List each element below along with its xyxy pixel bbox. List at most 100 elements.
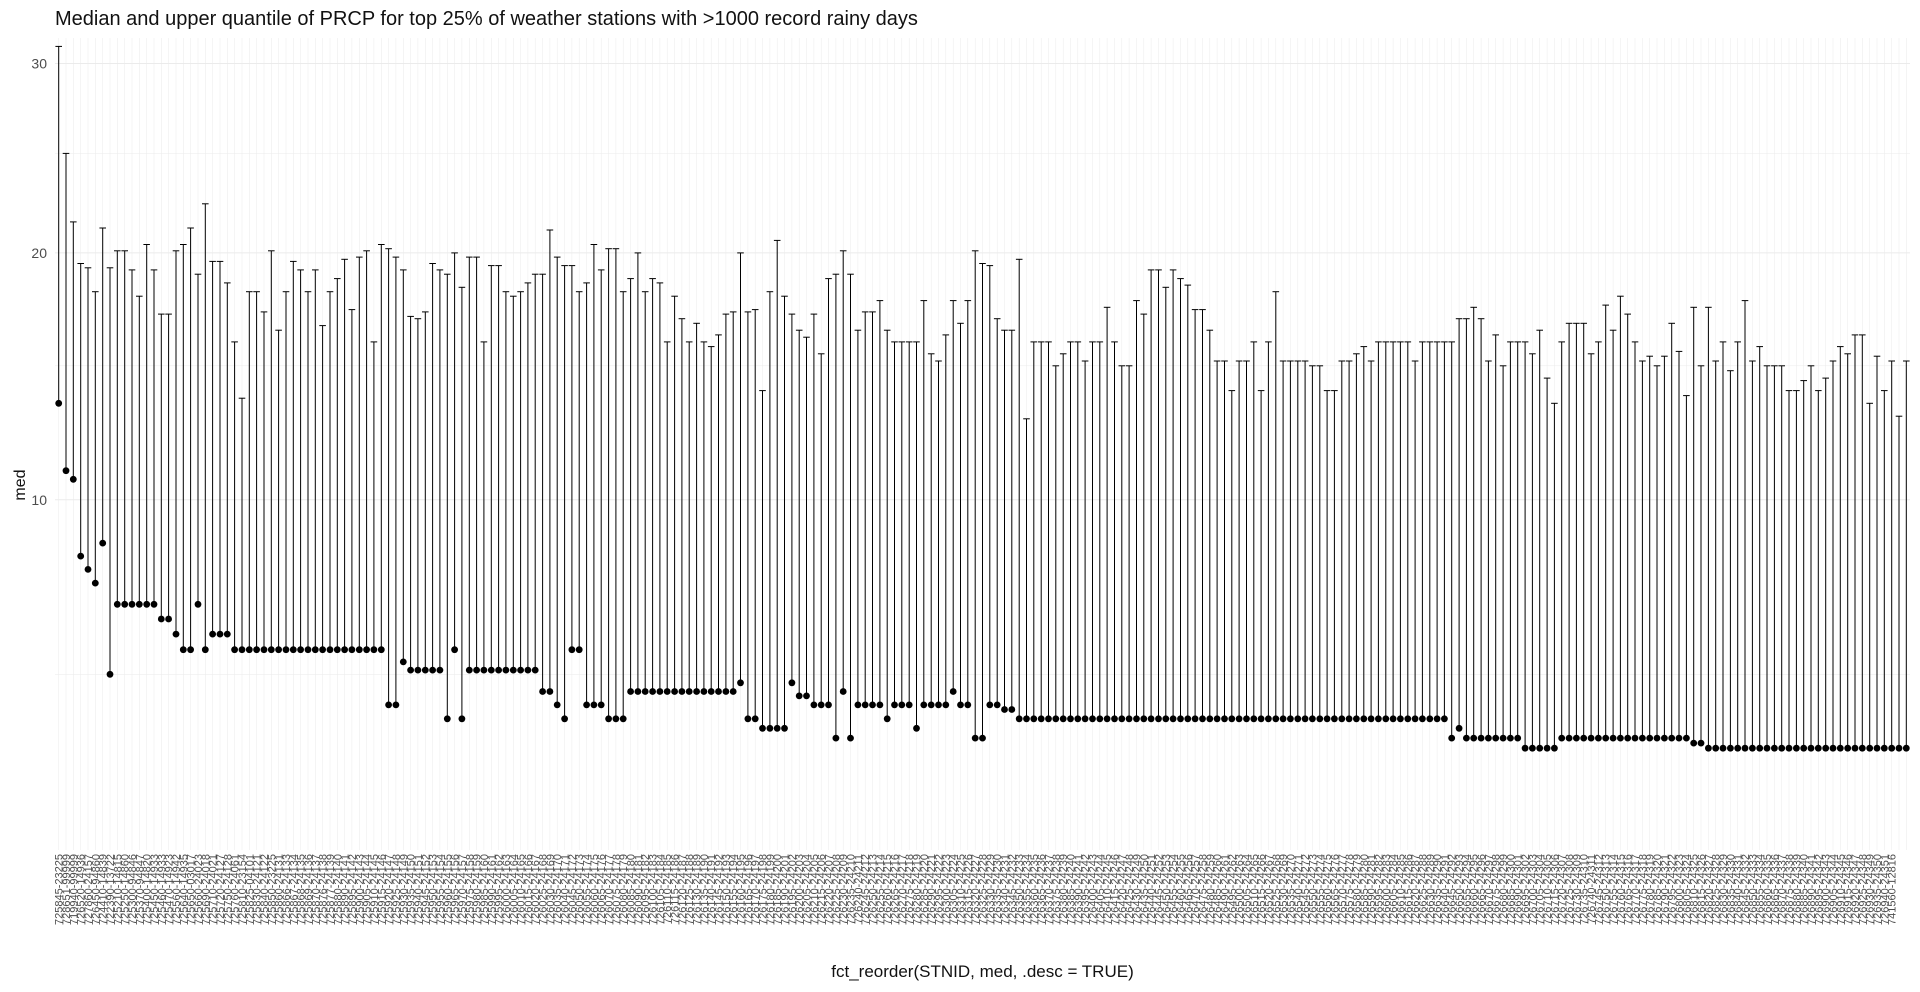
median-point [700, 688, 708, 695]
x-tick-label: 726635-24290 [1432, 854, 1444, 925]
x-tick-label: 726800-24323 [1674, 854, 1686, 925]
median-point [304, 646, 312, 654]
x-tick-label: 726780-24319 [1645, 854, 1657, 925]
median-point [876, 701, 884, 709]
median-point [641, 688, 649, 695]
x-tick-label: 725920-24147 [384, 854, 396, 925]
median-point [1565, 734, 1573, 742]
x-tick-label: 726070-24177 [604, 854, 616, 925]
median-point [678, 688, 686, 695]
x-tick-label: 726435-24250 [1139, 854, 1151, 925]
median-point [832, 734, 840, 742]
x-tick-label: 726490-24261 [1220, 854, 1232, 925]
median-point [627, 688, 634, 695]
median-point [1749, 744, 1756, 752]
x-tick-label: 726790-24321 [1659, 854, 1671, 925]
median-point [487, 666, 495, 674]
x-tick-label: 726285-24220 [919, 854, 931, 925]
x-tick-label: 726455-24254 [1168, 854, 1180, 925]
median-point [282, 646, 290, 654]
median-point [1382, 715, 1390, 723]
median-point [1470, 734, 1478, 742]
x-tick-label: 726415-24246 [1110, 854, 1122, 925]
x-tick-label: 725210-14815 [112, 854, 124, 925]
x-tick-label: 726205-24204 [802, 854, 814, 925]
x-tick-label: 726510-24265 [1249, 854, 1261, 925]
x-tick-label: 726715-24306 [1549, 854, 1561, 925]
median-point [1602, 734, 1610, 742]
x-tick-label: 726500-24263 [1234, 854, 1246, 925]
median-point [539, 688, 546, 695]
median-points [55, 399, 1910, 752]
x-tick-label: 726495-24262 [1227, 854, 1239, 925]
x-tick-label: 726485-24260 [1212, 854, 1224, 925]
x-tick-label: 726050-24173 [574, 854, 586, 925]
x-tick-label: 726255-24214 [875, 854, 887, 925]
x-tick-label: 726700-24303 [1527, 854, 1539, 925]
x-tick-label: 726235-24210 [846, 854, 858, 925]
x-tick-label: 726135-24190 [699, 854, 711, 925]
median-point [326, 646, 334, 654]
median-point [1814, 744, 1822, 752]
x-tick-label: 726060-24175 [589, 854, 601, 925]
x-tick-label: 726145-24192 [714, 854, 726, 925]
median-point [1719, 744, 1727, 752]
median-point [128, 600, 136, 608]
x-tick-label: 726705-24304 [1535, 854, 1547, 925]
x-axis-ticks: 725845-23225728651-99999719940-999997265… [54, 854, 1899, 925]
median-point [1492, 734, 1500, 742]
median-point [1551, 744, 1558, 752]
median-point [77, 552, 85, 560]
x-tick-label: 726625-24288 [1417, 854, 1429, 925]
y-tick-label: 10 [31, 492, 47, 508]
x-tick-label: 726100-24183 [648, 854, 660, 925]
median-point [1235, 715, 1243, 723]
median-point [1485, 734, 1492, 742]
x-tick-label: 726230-24209 [838, 854, 850, 925]
median-point [1331, 715, 1338, 723]
median-point [1257, 715, 1265, 723]
median-point [1727, 744, 1734, 752]
median-point [1793, 744, 1800, 752]
median-point [1771, 744, 1778, 752]
x-tick-label: 726140-24191 [706, 854, 718, 925]
median-point [1030, 715, 1038, 723]
median-point [231, 646, 239, 654]
x-tick-label: 725930-24149 [398, 854, 410, 925]
median-point [1829, 744, 1837, 752]
median-point [1807, 744, 1815, 752]
median-point [561, 715, 568, 723]
x-tick-label: 725460-14933 [156, 854, 168, 925]
x-tick-label: 726910-24345 [1835, 854, 1847, 925]
x-tick-label: 725910-24145 [369, 854, 381, 925]
median-point [1441, 715, 1448, 723]
median-point [385, 701, 392, 709]
median-point [355, 646, 363, 654]
x-tick-label: 725915-24146 [376, 854, 388, 925]
x-tick-label: 726080-24179 [618, 854, 630, 925]
median-point [1529, 744, 1536, 752]
x-tick-label: 726735-24310 [1579, 854, 1591, 925]
x-tick-label: 726300-24223 [941, 854, 953, 925]
x-tick-label: 726930-24349 [1865, 854, 1877, 925]
y-axis-title: med [12, 469, 29, 501]
x-tick-label: 726000-24163 [501, 854, 513, 925]
median-point [311, 646, 319, 654]
median-point [957, 701, 964, 709]
median-point [1653, 734, 1661, 742]
x-tick-label: 726520-24267 [1263, 854, 1275, 925]
median-point [363, 646, 370, 654]
median-point [1375, 715, 1382, 723]
median-point [597, 701, 605, 709]
median-point [238, 646, 246, 654]
x-tick-label: 726105-24184 [655, 854, 667, 925]
median-point [759, 724, 766, 732]
x-tick-label: 726120-24187 [677, 854, 689, 925]
x-tick-label: 725650-03017 [186, 854, 198, 925]
median-point [150, 600, 158, 608]
median-point [1411, 715, 1419, 723]
x-tick-label: 726320-24227 [970, 854, 982, 925]
x-tick-label: 726405-24244 [1095, 854, 1107, 925]
x-tick-label: 726675-24298 [1491, 854, 1503, 925]
median-point [766, 724, 774, 732]
